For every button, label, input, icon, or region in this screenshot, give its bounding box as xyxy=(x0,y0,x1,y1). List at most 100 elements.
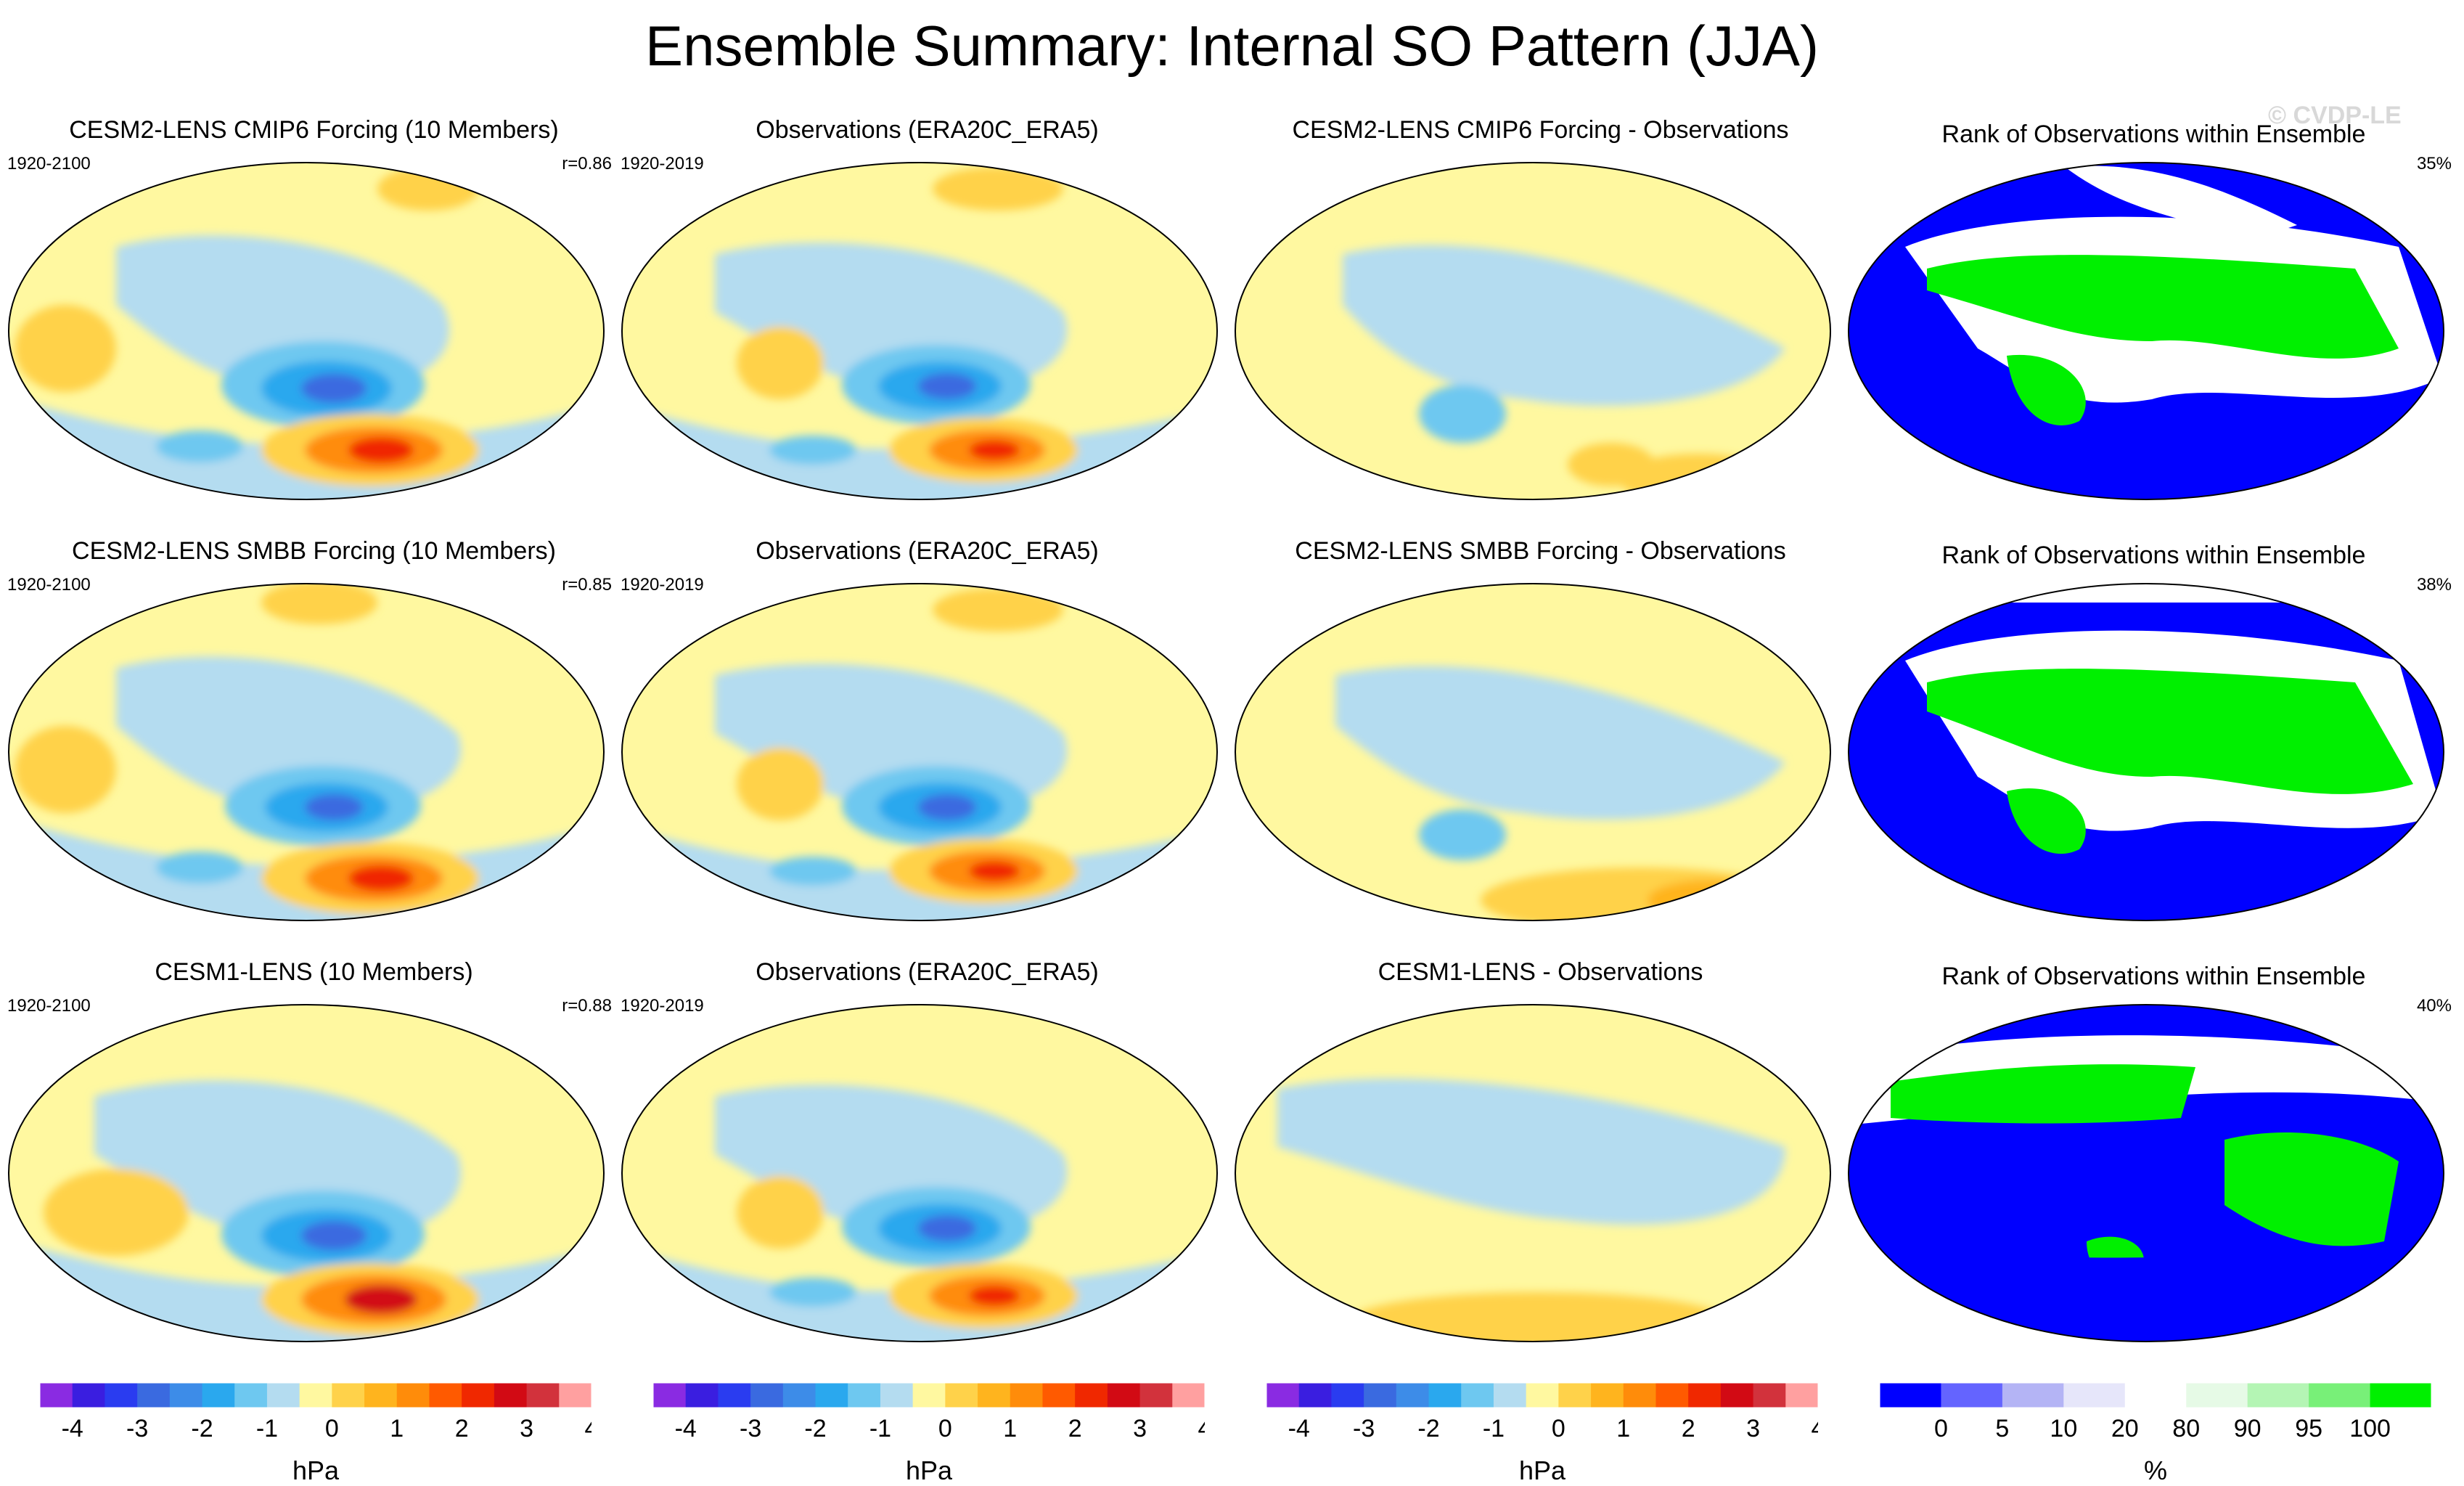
panel-title: CESM1-LENS - Observations xyxy=(1378,958,1703,986)
colorbar-swatch xyxy=(1880,1383,1941,1408)
colorbar-hpa-1: -4 -3 -2 -1 0 1 2 3 4 hPa xyxy=(39,1382,598,1485)
colorbar-swatch xyxy=(2309,1383,2371,1408)
colorbar-swatch xyxy=(1941,1383,2003,1408)
colorbar-tick-label: 3 xyxy=(520,1415,533,1442)
colorbar-tick-label: 4 xyxy=(1812,1415,1818,1442)
colorbar-swatch xyxy=(978,1383,1011,1408)
colorbar-swatch xyxy=(880,1383,914,1408)
panel-correlation: r=0.86 xyxy=(562,154,612,173)
colorbar-tick-label: -2 xyxy=(804,1415,826,1442)
colorbar-hpa-2: -4 -3 -2 -1 0 1 2 3 4 hPa xyxy=(652,1382,1211,1485)
slp-map xyxy=(8,162,605,500)
colorbar-swatch xyxy=(653,1383,687,1408)
colorbar-swatch xyxy=(1331,1383,1364,1408)
colorbar-swatch xyxy=(364,1383,398,1408)
colorbar-swatch xyxy=(462,1383,495,1408)
colorbar-swatch xyxy=(2186,1383,2248,1408)
colorbar-swatch xyxy=(1042,1383,1076,1408)
colorbar-swatches: 0 5 10 20 80 90 95 100 xyxy=(1879,1382,2432,1442)
colorbar-tick-label: -2 xyxy=(1417,1415,1439,1442)
colorbar-swatch xyxy=(429,1383,462,1408)
colorbar-swatch xyxy=(1753,1383,1786,1408)
colorbar-swatch xyxy=(685,1383,719,1408)
panel-title: CESM1-LENS (10 Members) xyxy=(155,958,473,986)
colorbar-tick-label: 2 xyxy=(455,1415,469,1442)
panel-diff-row-2: CESM2-LENS SMBB Forcing - Observations xyxy=(1234,537,1847,944)
colorbar-tick-label: 80 xyxy=(2172,1415,2200,1442)
panel-title: CESM2-LENS CMIP6 Forcing - Observations xyxy=(1292,116,1789,144)
panel-period: 1920-2100 xyxy=(7,996,91,1016)
colorbar-swatch xyxy=(750,1383,784,1408)
colorbar-tick-label: 95 xyxy=(2295,1415,2322,1442)
colorbar-swatch xyxy=(2370,1383,2432,1408)
colorbar-tick-label: 1 xyxy=(390,1415,404,1442)
panel-rank-row-3: Rank of Observations within Ensemble 40% xyxy=(1847,958,2460,1365)
colorbar-tick-label: 10 xyxy=(2050,1415,2077,1442)
panel-title: Rank of Observations within Ensemble xyxy=(1941,542,2366,569)
colorbar-swatch xyxy=(2002,1383,2064,1408)
slp-map xyxy=(8,583,605,921)
panel-title: CESM2-LENS CMIP6 Forcing (10 Members) xyxy=(69,116,559,144)
panel-percent: 35% xyxy=(2416,154,2452,173)
watermark: © CVDP-LE xyxy=(2268,102,2402,129)
colorbar-swatch xyxy=(1493,1383,1527,1408)
colorbar-hpa-3: -4 -3 -2 -1 0 1 2 3 4 hPa xyxy=(1266,1382,1825,1485)
colorbar-tick-label: 1 xyxy=(1003,1415,1017,1442)
colorbar-units: hPa xyxy=(1518,1456,1566,1485)
colorbar-swatch xyxy=(1623,1383,1656,1408)
slp-map xyxy=(1235,162,1831,500)
colorbar-swatch xyxy=(718,1383,751,1408)
panel-title: Rank of Observations within Ensemble xyxy=(1941,121,2366,148)
panel-title: Rank of Observations within Ensemble xyxy=(1941,963,2366,990)
colorbar-tick-label: 0 xyxy=(1934,1415,1948,1442)
colorbar-tick-label: 20 xyxy=(2111,1415,2139,1442)
slp-map xyxy=(8,1004,605,1342)
panel-obs-row-3: Observations (ERA20C_ERA5) 1920-2019 xyxy=(621,958,1234,1365)
colorbar-tick-label: 4 xyxy=(1198,1415,1205,1442)
colorbar-tick-label: -3 xyxy=(126,1415,148,1442)
panel-correlation: r=0.85 xyxy=(562,575,612,595)
slp-map xyxy=(621,1004,1218,1342)
colorbar-swatch xyxy=(945,1383,978,1408)
colorbar-units: % xyxy=(2143,1456,2167,1485)
colorbar-swatch xyxy=(1688,1383,1722,1408)
colorbar-swatch xyxy=(40,1383,73,1408)
colorbar-swatch xyxy=(1139,1383,1173,1408)
colorbar-tick-label: -3 xyxy=(1353,1415,1375,1442)
colorbar-swatch xyxy=(2124,1383,2187,1408)
colorbar-swatches: -4 -3 -2 -1 0 1 2 3 4 xyxy=(1266,1382,1825,1442)
colorbar-tick-label: -2 xyxy=(191,1415,213,1442)
colorbar-tick-label: 100 xyxy=(2349,1415,2391,1442)
colorbar-swatch xyxy=(1428,1383,1462,1408)
colorbar-swatch xyxy=(526,1383,560,1408)
colorbar-swatch xyxy=(559,1383,592,1408)
colorbar-swatch xyxy=(848,1383,881,1408)
colorbar-swatch xyxy=(396,1383,430,1408)
panel-model-row-1: CESM2-LENS CMIP6 Forcing (10 Members) 19… xyxy=(7,116,621,523)
colorbar-swatch xyxy=(1558,1383,1592,1408)
slp-map xyxy=(1235,583,1831,921)
panel-period: 1920-2019 xyxy=(621,575,704,595)
colorbar-tick-label: -1 xyxy=(256,1415,278,1442)
colorbar-tick-label: 0 xyxy=(325,1415,339,1442)
panel-period: 1920-2100 xyxy=(7,575,91,595)
colorbar-swatch xyxy=(1396,1383,1430,1408)
panel-period: 1920-2019 xyxy=(621,996,704,1016)
panel-period: 1920-2019 xyxy=(621,154,704,173)
colorbar-swatch xyxy=(137,1383,171,1408)
panel-rank-row-1: Rank of Observations within Ensemble 35% xyxy=(1847,116,2460,523)
colorbar-swatch xyxy=(912,1383,946,1408)
colorbar-swatch xyxy=(1720,1383,1754,1408)
colorbar-swatch xyxy=(1172,1383,1206,1408)
colorbar-swatch xyxy=(1107,1383,1141,1408)
panel-diff-row-1: CESM2-LENS CMIP6 Forcing - Observations xyxy=(1234,116,1847,523)
colorbar-swatch xyxy=(299,1383,332,1408)
colorbar-tick-label: 3 xyxy=(1133,1415,1147,1442)
colorbar-swatch xyxy=(169,1383,203,1408)
colorbar-tick-label: -4 xyxy=(62,1415,83,1442)
rank-map xyxy=(1848,162,2444,500)
rank-map xyxy=(1848,583,2444,921)
colorbar-swatch xyxy=(266,1383,300,1408)
colorbar-swatch xyxy=(1364,1383,1397,1408)
colorbar-units: hPa xyxy=(292,1456,340,1485)
